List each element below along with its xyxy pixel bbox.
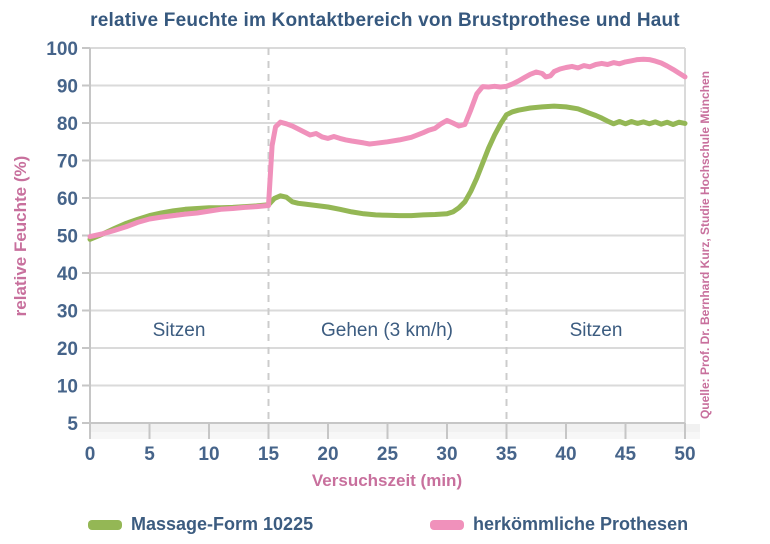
- svg-text:80: 80: [57, 114, 78, 135]
- svg-text:0: 0: [85, 444, 96, 465]
- svg-text:15: 15: [258, 444, 280, 465]
- svg-text:45: 45: [615, 444, 637, 465]
- legend-swatch-pink: [430, 519, 464, 530]
- svg-text:30: 30: [436, 444, 457, 465]
- legend-swatch-green: [88, 519, 122, 530]
- x-axis-title: Versuchszeit (min): [311, 471, 463, 490]
- source-note: Quelle: Prof. Dr. Bernhard Kurz, Studie …: [698, 70, 712, 420]
- svg-text:20: 20: [317, 444, 338, 465]
- legend-item-massage-form: Massage-Form 10225: [88, 514, 313, 535]
- svg-text:20: 20: [57, 339, 78, 360]
- zone-label-sitzen-1: Sitzen: [152, 320, 206, 341]
- legend-label: Massage-Form 10225: [131, 514, 314, 534]
- zone-label-sitzen-2: Sitzen: [569, 320, 623, 341]
- svg-text:100: 100: [46, 39, 78, 60]
- svg-text:30: 30: [57, 302, 78, 323]
- svg-text:5: 5: [67, 414, 78, 435]
- svg-text:10: 10: [198, 444, 219, 465]
- chart-title: relative Feuchte im Kontaktbereich von B…: [90, 10, 680, 31]
- svg-text:50: 50: [674, 444, 695, 465]
- legend-label: herkömmliche Prothesen: [473, 514, 689, 534]
- svg-text:70: 70: [57, 152, 78, 173]
- svg-text:60: 60: [57, 189, 78, 210]
- svg-text:50: 50: [57, 227, 78, 248]
- svg-text:90: 90: [57, 77, 78, 98]
- svg-text:40: 40: [57, 264, 78, 285]
- y-axis-title: relative Feuchte (%): [11, 155, 30, 317]
- zone-label-gehen: Gehen (3 km/h): [321, 320, 453, 341]
- svg-text:25: 25: [377, 444, 399, 465]
- svg-text:5: 5: [144, 444, 155, 465]
- svg-text:10: 10: [57, 377, 78, 398]
- svg-text:35: 35: [496, 444, 518, 465]
- svg-text:40: 40: [555, 444, 576, 465]
- legend-item-herkoemmliche: herkömmliche Prothesen: [430, 514, 688, 535]
